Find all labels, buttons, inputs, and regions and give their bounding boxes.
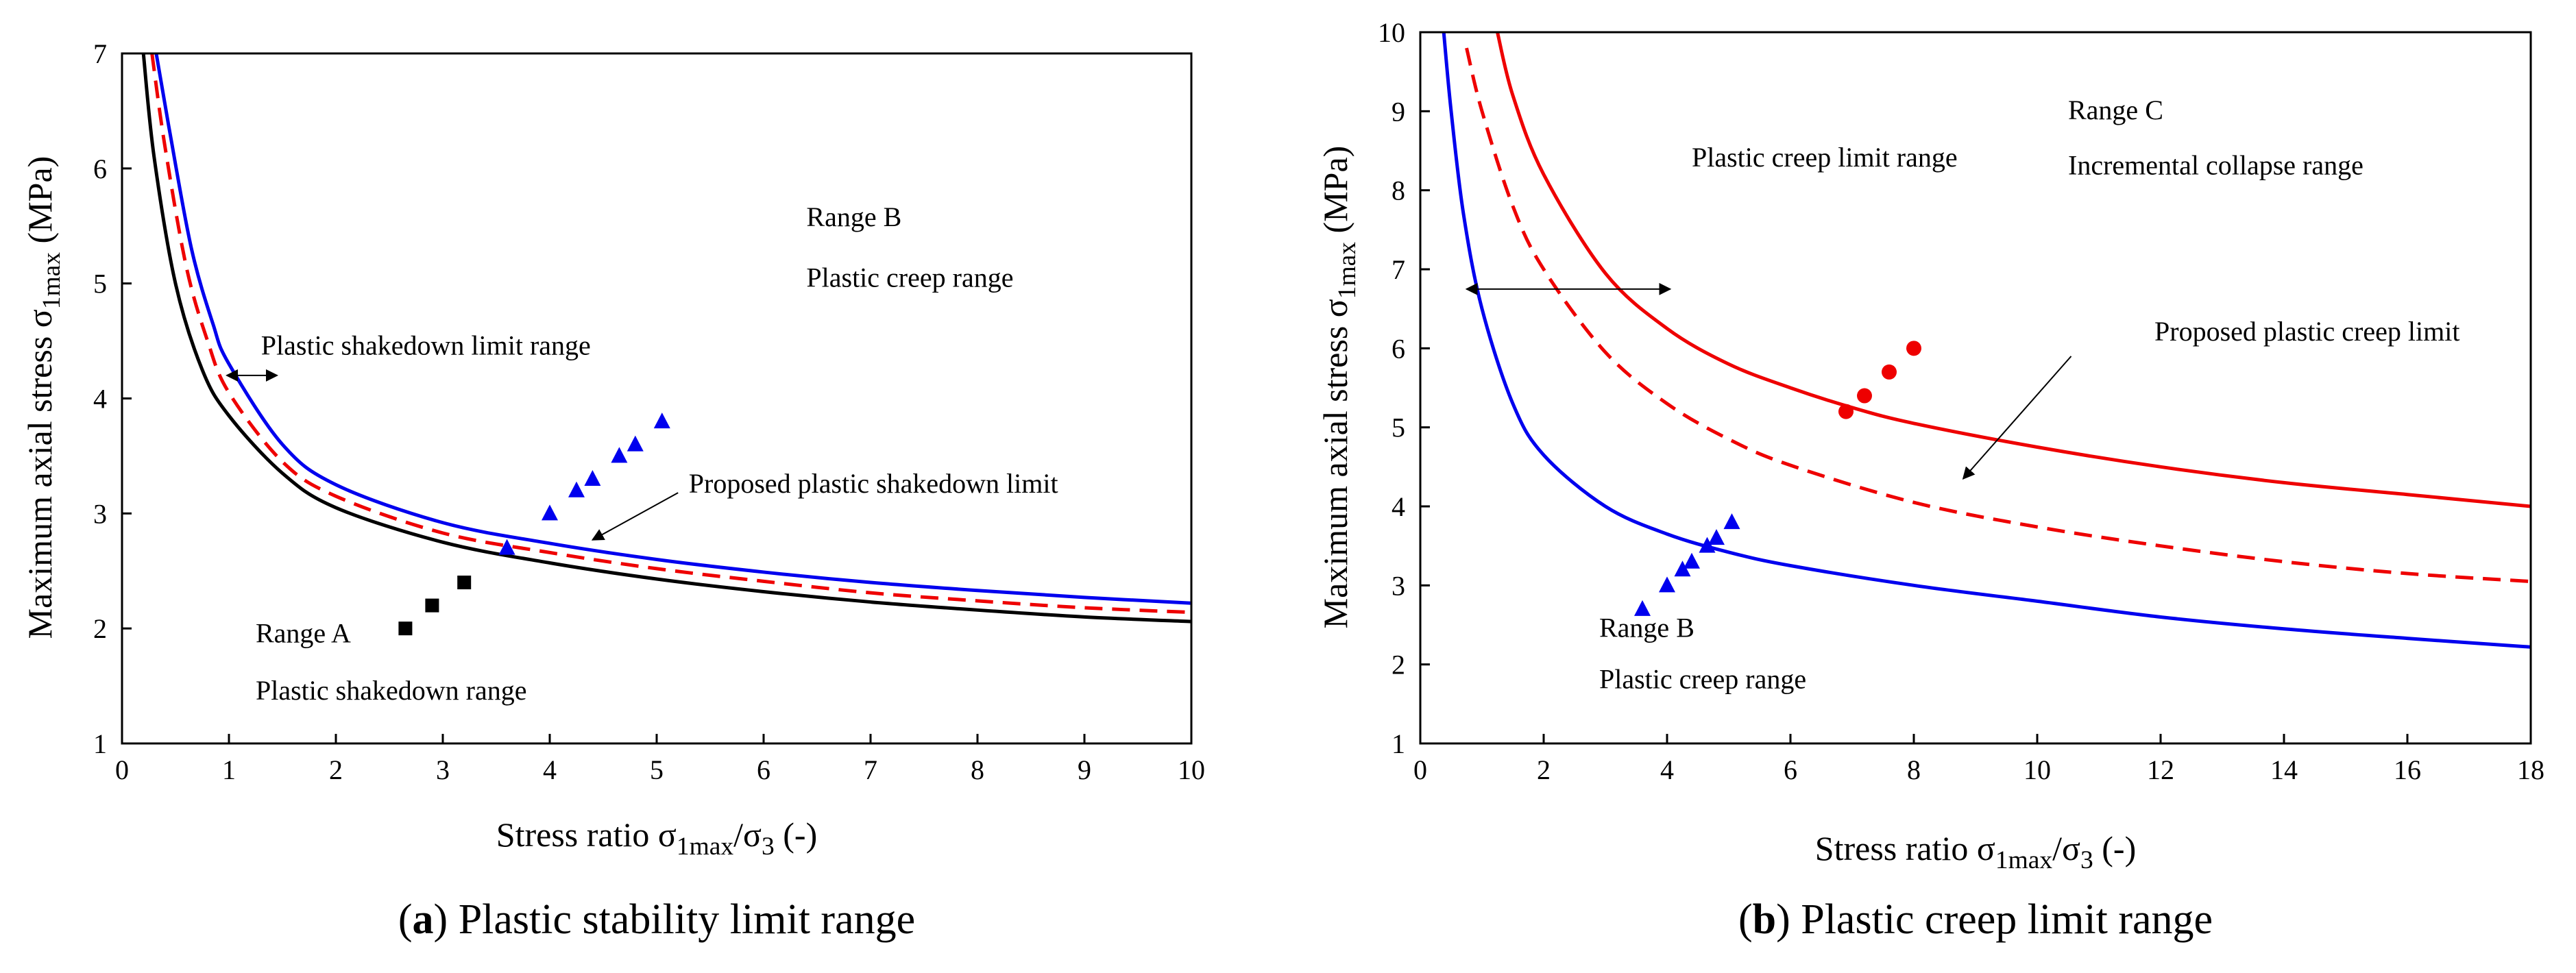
triangle-marker — [568, 481, 585, 497]
annotation-proposed-shakedown-limit: Proposed plastic shakedown limit — [689, 468, 1058, 499]
series-line-1 — [1465, 47, 2531, 584]
annotation-range-b-desc: Plastic creep range — [1599, 663, 1806, 694]
y-tick-label: 6 — [1392, 333, 1405, 364]
y-tick-label: 10 — [1378, 17, 1405, 48]
triangle-marker — [498, 539, 515, 555]
triangle-marker — [627, 435, 644, 452]
triangle-marker — [1723, 513, 1740, 530]
y-tick-label: 7 — [93, 38, 107, 69]
x-tick-label: 8 — [1907, 754, 1921, 785]
x-tick-label: 10 — [1178, 754, 1205, 785]
series-line-2 — [1496, 32, 2531, 508]
plot-frame — [1419, 31, 2532, 745]
proposed-shakedown-arrow — [591, 492, 679, 541]
series-line-1 — [150, 53, 1191, 615]
square-marker — [398, 621, 413, 636]
triangle-marker — [542, 504, 558, 521]
x-axis-label: Stress ratio σ1max/σ3 (-) — [1815, 829, 2136, 874]
triangle-marker — [584, 469, 601, 486]
series-line-0 — [1442, 32, 2531, 649]
figure-caption: (b) Plastic creep limit range — [1738, 896, 2213, 943]
square-marker — [457, 576, 472, 590]
y-tick-label: 4 — [93, 384, 107, 415]
y-tick-label: 5 — [93, 269, 107, 299]
x-tick-label: 18 — [2517, 754, 2544, 785]
x-tick-label: 12 — [2147, 754, 2174, 785]
x-tick-label: 7 — [864, 754, 877, 785]
x-tick-label: 0 — [115, 754, 129, 785]
circle-marker — [1857, 388, 1872, 404]
x-axis-label: Stress ratio σ1max/σ3 (-) — [496, 815, 817, 861]
x-tick-label: 2 — [1537, 754, 1551, 785]
triangle-marker — [653, 412, 670, 429]
series-line-0 — [141, 53, 1191, 624]
annotation-range-b-title: Range B — [1599, 612, 1694, 643]
x-tick-label: 5 — [650, 754, 664, 785]
y-tick-label: 1 — [1392, 728, 1405, 759]
y-tick-label: 2 — [1392, 650, 1405, 680]
square-marker — [425, 598, 439, 613]
y-tick-label: 3 — [1392, 570, 1405, 601]
triangle-marker — [1684, 552, 1700, 569]
y-axis-label: Maximum axial stress σ1max (MPa) — [21, 156, 66, 639]
x-tick-label: 2 — [329, 754, 343, 785]
x-tick-label: 6 — [1784, 754, 1797, 785]
triangle-marker — [611, 447, 628, 463]
x-tick-label: 8 — [971, 754, 984, 785]
y-tick-label: 2 — [93, 613, 107, 644]
annotation-range-b-desc: Plastic creep range — [806, 262, 1013, 293]
triangle-marker — [1659, 576, 1675, 593]
series-line-2 — [154, 53, 1191, 605]
triangle-marker — [1699, 537, 1716, 553]
x-tick-label: 3 — [436, 754, 450, 785]
y-tick-label: 5 — [1392, 412, 1405, 443]
triangle-marker — [1674, 561, 1691, 577]
annotation-plastic-creep-limit-range: Plastic creep limit range — [1692, 142, 1958, 173]
annotation-shakedown-limit-range: Plastic shakedown limit range — [261, 330, 591, 361]
circle-marker — [1838, 404, 1854, 419]
annotation-range-c-desc: Incremental collapse range — [2068, 150, 2364, 181]
circle-marker — [1906, 341, 1921, 356]
triangle-marker — [1634, 600, 1651, 616]
x-tick-label: 1 — [222, 754, 236, 785]
y-tick-label: 6 — [93, 153, 107, 184]
figure-caption: (a) Plastic stability limit range — [398, 896, 915, 943]
y-tick-label: 9 — [1392, 96, 1405, 127]
annotation-proposed-creep-limit: Proposed plastic creep limit — [2154, 316, 2459, 347]
x-tick-label: 9 — [1078, 754, 1091, 785]
y-tick-label: 8 — [1392, 175, 1405, 206]
y-axis-label: Maximum axial stress σ1max (MPa) — [1316, 146, 1361, 629]
proposed-creep-arrow — [1962, 356, 2072, 480]
triangle-marker — [1708, 529, 1725, 545]
x-tick-label: 4 — [543, 754, 557, 785]
circle-marker — [1882, 364, 1897, 380]
annotation-range-c-title: Range C — [2068, 95, 2163, 125]
annotation-range-a-title: Range A — [256, 617, 351, 648]
annotation-range-a-desc: Plastic shakedown range — [256, 675, 526, 706]
y-tick-label: 1 — [93, 728, 107, 759]
y-tick-label: 7 — [1392, 254, 1405, 285]
x-tick-label: 6 — [757, 754, 770, 785]
x-tick-label: 0 — [1413, 754, 1427, 785]
y-tick-label: 4 — [1392, 491, 1405, 522]
y-tick-label: 3 — [93, 498, 107, 529]
annotation-range-b-title: Range B — [806, 201, 901, 232]
x-tick-label: 4 — [1660, 754, 1674, 785]
x-tick-label: 10 — [2024, 754, 2051, 785]
x-tick-label: 16 — [2394, 754, 2421, 785]
x-tick-label: 14 — [2270, 754, 2298, 785]
